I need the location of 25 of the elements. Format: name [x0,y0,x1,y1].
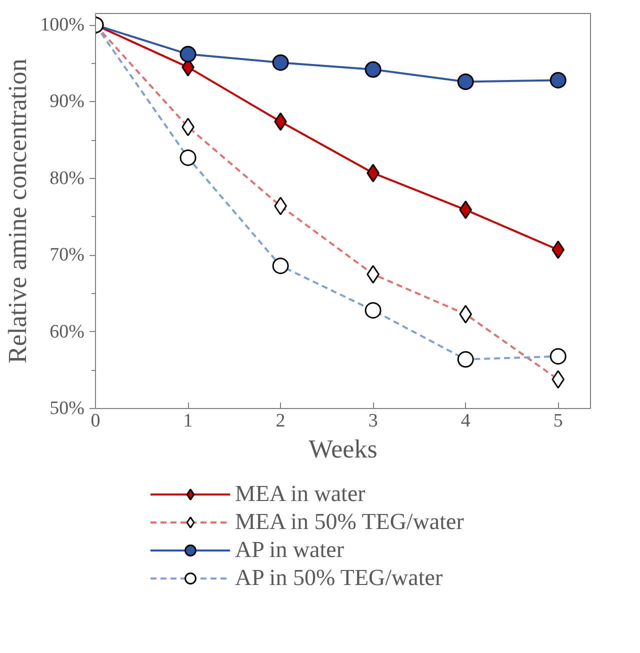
point [550,72,566,88]
x-tick-label: 4 [460,410,471,432]
legend-label: MEA in water [235,481,366,507]
y-tick-label: 70% [50,244,85,266]
legend-label: MEA in 50% TEG/water [235,509,464,535]
y-tick-label: 90% [50,91,85,112]
y-tick-label: 50% [50,398,85,419]
point [552,240,565,259]
x-tick-label: 5 [553,410,563,432]
y-tick-label: 80% [50,168,85,189]
x-axis-title: Weeks [308,434,378,464]
x-tick-label: 0 [90,410,100,432]
point [457,74,474,90]
point [459,200,472,220]
y-axis-title: Relative amine concentration [3,58,32,364]
point [364,61,382,78]
y-tick-label: 100% [40,14,85,36]
x-tick-label: 1 [183,410,193,432]
x-tick-label: 2 [276,410,286,432]
legend-label: AP in 50% TEG/water [235,565,443,591]
y-tick-label: 60% [50,321,85,342]
x-tick-label: 3 [368,410,378,432]
point [180,46,196,62]
legend-label: AP in water [235,537,344,563]
point [272,54,289,71]
